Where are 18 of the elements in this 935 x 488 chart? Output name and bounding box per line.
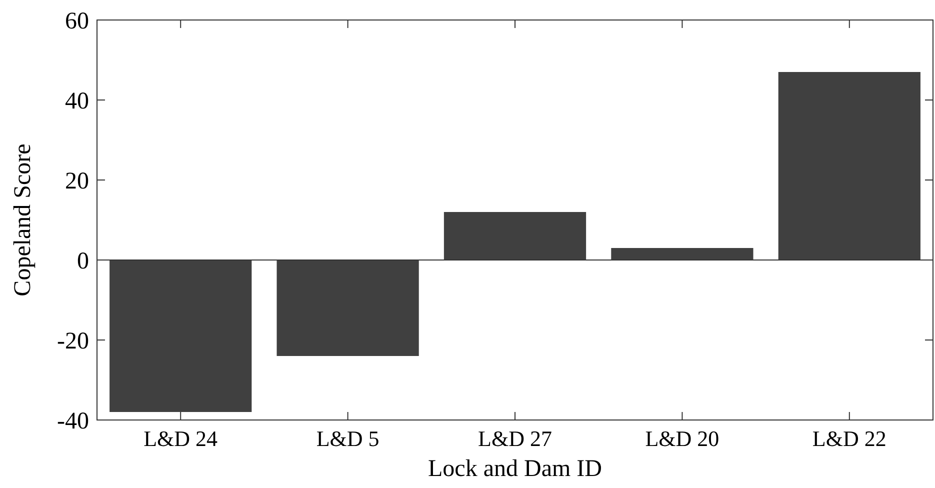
y-tick-label: 20: [65, 168, 89, 194]
x-tick-label: L&D 24: [144, 426, 218, 451]
bar: [444, 212, 586, 260]
bar: [778, 72, 920, 260]
bar: [276, 260, 419, 356]
y-axis-title: Copeland Score: [10, 144, 36, 296]
y-tick-label: 40: [65, 88, 89, 114]
x-tick-label: L&D 20: [645, 426, 720, 451]
x-tick-label: L&D 27: [478, 426, 552, 451]
x-axis-title: Lock and Dam ID: [428, 456, 602, 482]
y-tick-label: -40: [57, 408, 89, 434]
bar: [110, 260, 252, 412]
bar: [611, 248, 754, 260]
y-tick-label: 60: [65, 8, 89, 34]
x-tick-label: L&D 5: [316, 426, 380, 451]
x-tick-label: L&D 22: [812, 426, 886, 451]
y-tick-label: 0: [77, 248, 89, 274]
y-tick-label: -20: [57, 328, 89, 354]
